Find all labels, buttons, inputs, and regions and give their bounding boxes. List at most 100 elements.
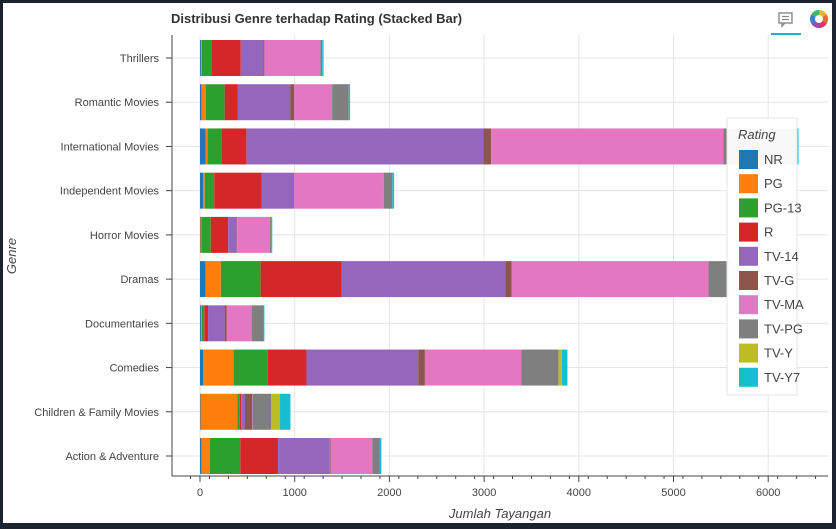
bar-segment — [224, 305, 227, 342]
bar-segment — [233, 349, 268, 386]
bar-segment — [201, 40, 212, 76]
bar-segment — [203, 349, 234, 386]
legend-swatch — [739, 319, 758, 339]
bar-segment — [483, 128, 492, 165]
bar-segment — [252, 393, 272, 430]
bar-segment — [294, 172, 384, 209]
bar-segment — [209, 438, 241, 474]
legend-swatch — [739, 367, 758, 387]
legend-label: TV-PG — [764, 321, 803, 336]
x-tick-label: 6000 — [756, 487, 780, 499]
bar-segment — [220, 261, 261, 298]
bar-segment — [200, 393, 238, 430]
x-tick-label: 2000 — [377, 487, 401, 499]
bar-segment — [224, 84, 238, 121]
bar-segment — [341, 261, 506, 298]
bar-segment — [211, 40, 241, 76]
bar-segment — [293, 172, 295, 209]
y-tick-label: Romantic Movies — [75, 97, 160, 109]
bar-segment — [424, 349, 522, 386]
bar-segment — [322, 40, 324, 76]
bar-segment — [239, 393, 242, 430]
bar-segment — [210, 216, 229, 253]
active-tool-indicator — [771, 33, 801, 35]
bar-segment — [237, 84, 291, 121]
legend-swatch — [739, 222, 758, 242]
bar-segment — [263, 40, 265, 76]
chart-title: Distribusi Genre terhadap Rating (Stacke… — [171, 11, 463, 26]
bar-segment — [332, 84, 349, 121]
bar-segment — [278, 438, 330, 474]
axes-layer: Thrillers Romantic Movies International Mo… — [4, 35, 828, 521]
bar-segment — [205, 128, 208, 165]
bar-segment — [246, 128, 484, 165]
bar-segment — [558, 349, 562, 386]
legend: Rating NR PG PG-13 R TV-14 TV-G TV-MA TV-PG TV-Y T… — [726, 117, 804, 396]
y-axis-label: Genre — [4, 238, 19, 274]
bar-segment — [200, 438, 202, 474]
bar-segment — [203, 172, 205, 209]
bar-segment — [240, 40, 264, 76]
bar-segment — [290, 84, 295, 121]
bar-segment — [200, 216, 202, 253]
x-tick-label: 3000 — [472, 487, 496, 499]
legend-label: R — [764, 225, 773, 240]
y-tick-label: Independent Movies — [60, 186, 160, 198]
bokeh-logo-icon[interactable] — [808, 8, 830, 30]
bar-segment — [511, 261, 709, 298]
bar-segment — [237, 393, 240, 430]
bar-segment — [226, 305, 252, 342]
legend-swatch — [739, 150, 758, 169]
x-axis-label: Jumlah Tayangan — [448, 506, 551, 521]
legend-label: TV-Y — [764, 346, 793, 361]
bar-segment — [200, 305, 202, 342]
bar-segment — [200, 40, 202, 76]
bar-segment — [200, 349, 204, 386]
legend-label: TV-Y7 — [764, 370, 800, 385]
bar-segment — [797, 128, 799, 165]
bars-layer — [200, 40, 799, 474]
bar-segment — [260, 261, 342, 298]
bar-segment — [201, 216, 211, 253]
bar-segment — [204, 172, 215, 209]
legend-label: NR — [764, 152, 783, 167]
bar-segment — [237, 216, 270, 253]
legend-label: TV-14 — [764, 249, 799, 264]
bar-segment — [200, 128, 206, 165]
bar-segment — [244, 393, 253, 430]
legend-swatch — [739, 174, 758, 194]
legend-swatch — [739, 246, 758, 266]
legend-label: TV-G — [764, 273, 794, 288]
x-tick-label: 5000 — [661, 487, 685, 499]
bar-segment — [200, 305, 201, 342]
y-tick-label: Comedies — [109, 363, 159, 375]
bar-segment — [320, 40, 323, 76]
bar-segment — [267, 349, 307, 386]
y-tick-label: Action & Adventure — [65, 451, 159, 463]
legend-swatch — [739, 271, 758, 290]
legend-swatch — [739, 295, 758, 315]
bar-segment — [207, 128, 222, 165]
bar-segment — [200, 40, 201, 76]
y-tick-label: Thrillers — [120, 53, 160, 65]
legend-label: PG-13 — [764, 200, 802, 215]
bar-segment — [491, 128, 724, 165]
bar-segment — [261, 172, 294, 209]
legend-box — [726, 117, 798, 396]
legend-label: PG — [764, 176, 783, 191]
y-tick-label: Children & Family Movies — [34, 407, 159, 419]
bar-segment — [521, 349, 559, 386]
bar-segment — [228, 216, 237, 253]
x-tick-label: 0 — [197, 487, 203, 499]
bar-segment — [204, 305, 209, 342]
bar-segment — [306, 349, 419, 386]
bar-segment — [505, 261, 512, 298]
legend-swatch — [739, 198, 758, 218]
comment-icon[interactable] — [777, 10, 795, 28]
x-tick-label: 1000 — [282, 487, 306, 499]
bar-segment — [379, 438, 382, 474]
x-tick-label: 4000 — [567, 487, 591, 499]
bar-segment — [208, 305, 225, 342]
